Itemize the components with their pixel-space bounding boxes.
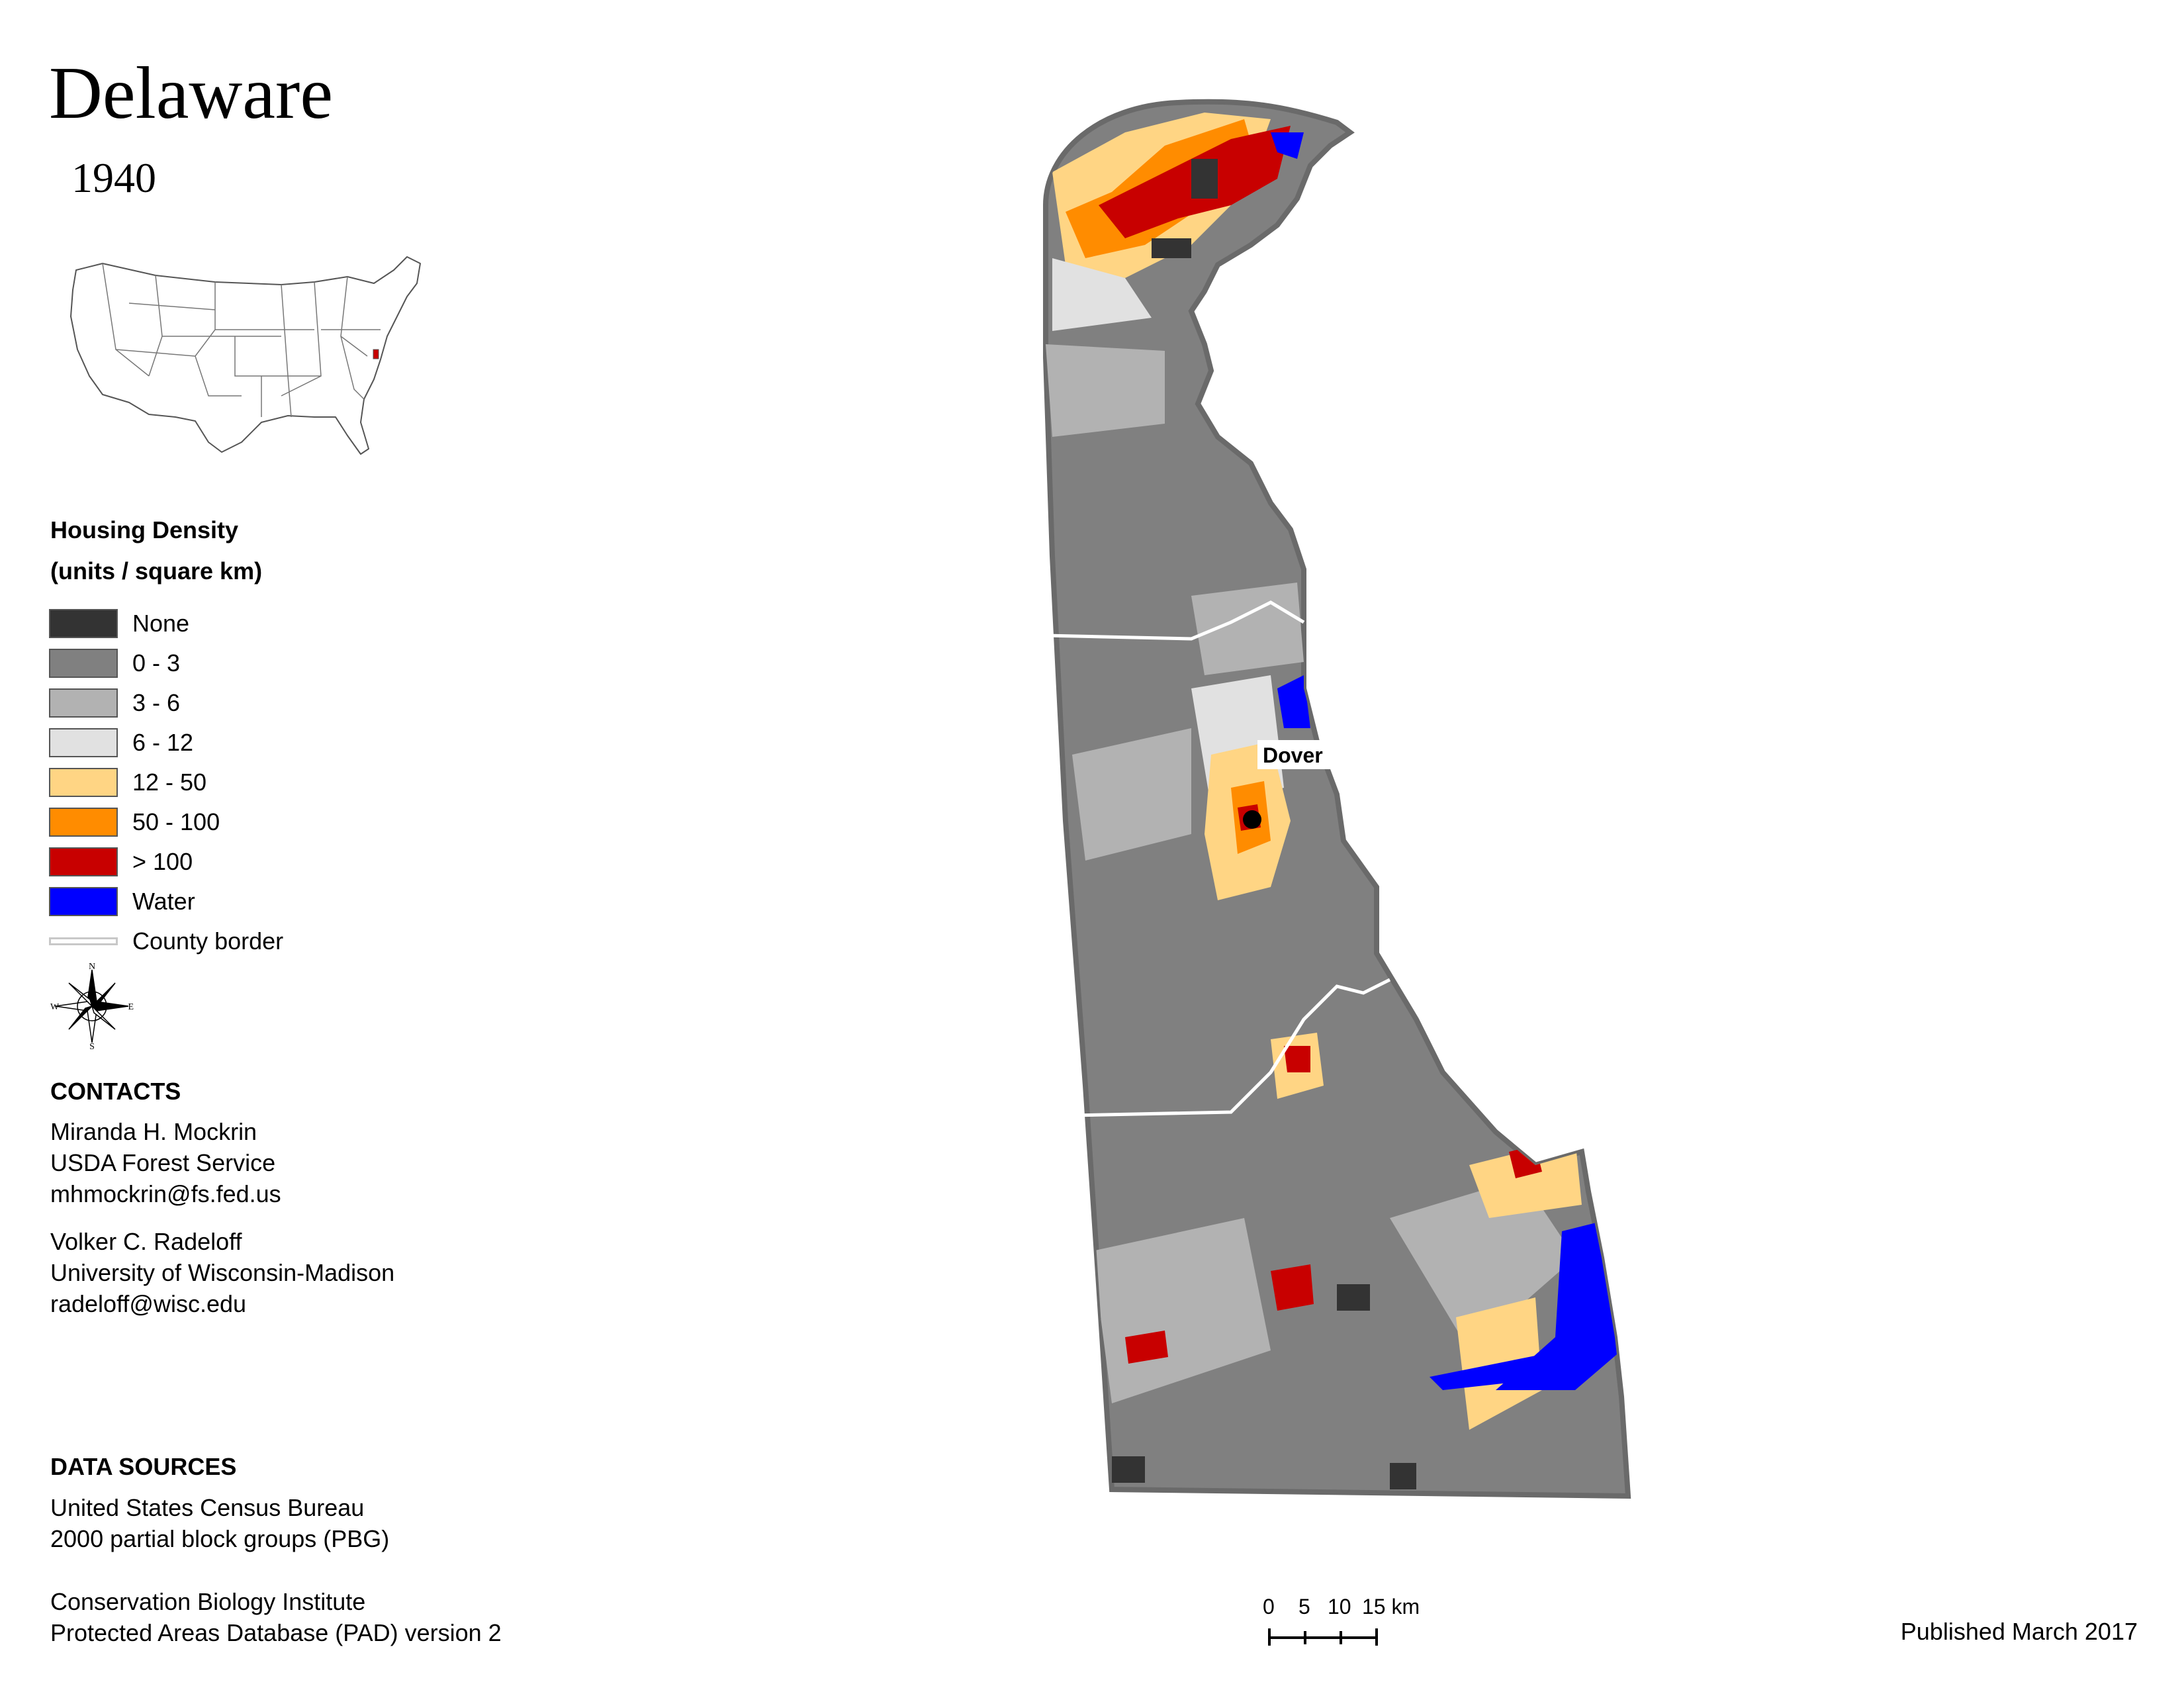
- scale-label: 5: [1298, 1595, 1310, 1618]
- map-title: Delaware: [49, 52, 334, 134]
- legend-item-6-12: 6 - 12: [49, 723, 283, 763]
- data-source-line: Conservation Biology Institute: [50, 1588, 366, 1615]
- contact-block-1: Miranda H. Mockrin USDA Forest Service m…: [50, 1116, 281, 1209]
- data-sources-heading: DATA SOURCES: [50, 1453, 237, 1480]
- legend-line-swatch: [49, 937, 118, 945]
- legend-swatch: [49, 808, 118, 837]
- legend-label: 6 - 12: [132, 729, 194, 756]
- county-border-newcastle-kent: [1045, 600, 1305, 641]
- legend-label: > 100: [132, 848, 193, 875]
- legend-swatch: [49, 768, 118, 797]
- state-lines: [102, 263, 381, 418]
- contact-email[interactable]: radeloff@wisc.edu: [50, 1290, 247, 1317]
- water-rehoboth-bay: [1496, 1218, 1621, 1390]
- legend-item-none: None: [49, 604, 283, 643]
- delaware-housing-density-map: Dover: [1043, 99, 1631, 1499]
- compass-n: N: [89, 963, 95, 972]
- us-locator-map: [70, 256, 421, 455]
- legend-swatch: [49, 728, 118, 757]
- delaware-state-fill: [1043, 99, 1631, 1499]
- legend-swatch: [49, 847, 118, 876]
- compass-s: S: [89, 1042, 95, 1049]
- legend-swatch: [49, 649, 118, 678]
- density-none-patch: [1112, 1456, 1145, 1483]
- density-gt100-georgetown: [1271, 1264, 1314, 1311]
- density-gt100-milford: [1284, 1046, 1310, 1072]
- legend-item-gt-100: > 100: [49, 842, 283, 882]
- published-date: Published March 2017: [1900, 1618, 2138, 1645]
- density-gt100-seaford: [1125, 1331, 1168, 1364]
- legend-swatch: [49, 887, 118, 916]
- density-3-6-patch: [1191, 583, 1304, 675]
- county-border-kent-sussex: [1071, 978, 1391, 1117]
- legend: None 0 - 3 3 - 6 6 - 12 12 - 50 50 - 100…: [49, 604, 283, 961]
- water-indian-river: [1430, 1350, 1562, 1390]
- density-none-patch: [1191, 159, 1218, 199]
- dover-marker: [1243, 810, 1261, 829]
- legend-item-3-6: 3 - 6: [49, 683, 283, 723]
- legend-swatch: [49, 609, 118, 638]
- legend-item-water: Water: [49, 882, 283, 921]
- density-none-patch: [1152, 238, 1191, 258]
- dover-label-bg: [1257, 740, 1332, 769]
- contact-org: University of Wisconsin-Madison: [50, 1259, 395, 1286]
- contact-block-2: Volker C. Radeloff University of Wiscons…: [50, 1226, 394, 1319]
- compass-w: W: [50, 1002, 60, 1012]
- legend-label: County border: [132, 927, 284, 955]
- density-none-patch: [1337, 1284, 1370, 1311]
- data-source-line: Protected Areas Database (PAD) version 2: [50, 1619, 502, 1646]
- data-source-line: 2000 partial block groups (PBG): [50, 1525, 390, 1552]
- scale-label: 10: [1328, 1595, 1351, 1618]
- us-outline: [70, 256, 421, 455]
- density-6-12-north: [1052, 258, 1152, 331]
- delaware-locator-highlight: [373, 349, 379, 359]
- legend-item-county-border: County border: [49, 921, 283, 961]
- legend-item-0-3: 0 - 3: [49, 643, 283, 683]
- contact-org: USDA Forest Service: [50, 1149, 276, 1176]
- density-3-6-south-east: [1390, 1178, 1575, 1350]
- compass-e: E: [128, 1002, 134, 1012]
- legend-label: 3 - 6: [132, 689, 181, 716]
- density-3-6-patch: [1046, 344, 1165, 437]
- contacts-heading: CONTACTS: [50, 1078, 181, 1105]
- density-none-patch: [1390, 1463, 1416, 1489]
- data-source-1: United States Census Bureau 2000 partial…: [50, 1492, 389, 1554]
- legend-label: None: [132, 610, 190, 637]
- legend-label: 50 - 100: [132, 808, 220, 835]
- legend-swatch: [49, 688, 118, 718]
- dover-label: Dover: [1263, 743, 1323, 767]
- scale-label: 15 km: [1362, 1595, 1420, 1618]
- legend-label: 12 - 50: [132, 769, 207, 796]
- legend-title: Housing Density: [50, 516, 239, 543]
- legend-subtitle: (units / square km): [50, 557, 263, 585]
- density-3-6-patch: [1072, 728, 1191, 861]
- legend-item-50-100: 50 - 100: [49, 802, 283, 842]
- contact-email[interactable]: mhmockrin@fs.fed.us: [50, 1180, 281, 1207]
- data-source-2: Conservation Biology Institute Protected…: [50, 1586, 502, 1648]
- legend-item-12-50: 12 - 50: [49, 763, 283, 802]
- scale-label: 0: [1263, 1595, 1275, 1618]
- contact-name: Volker C. Radeloff: [50, 1228, 242, 1255]
- legend-label: 0 - 3: [132, 649, 181, 677]
- map-year: 1940: [71, 154, 156, 201]
- data-source-line: United States Census Bureau: [50, 1494, 365, 1521]
- water-north: [1271, 132, 1304, 159]
- contact-name: Miranda H. Mockrin: [50, 1118, 257, 1145]
- legend-label: Water: [132, 888, 195, 915]
- compass-rose-icon: N S E W: [50, 963, 134, 1049]
- scale-bar: 0 5 10 15 km: [1263, 1595, 1420, 1646]
- water-east: [1277, 675, 1310, 728]
